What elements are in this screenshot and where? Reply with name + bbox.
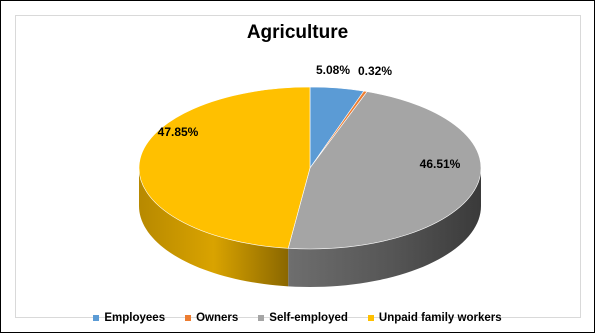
data-label-employees: 5.08% [316, 63, 350, 77]
chart-title: Agriculture [246, 22, 349, 43]
legend-swatch [185, 315, 192, 321]
legend-swatch [258, 315, 265, 321]
legend-label: Unpaid family workers [378, 312, 502, 324]
pie-side-unpaid-family-workers [139, 168, 289, 287]
data-label-owners: 0.32% [358, 64, 392, 78]
data-label-self-employed: 46.51% [420, 157, 461, 171]
legend-label: Employees [104, 312, 166, 324]
legend-label: Owners [196, 312, 239, 324]
legend-swatch [93, 315, 100, 321]
legend-item-employees: Employees [93, 312, 165, 324]
data-label-unpaid-family-workers: 47.85% [158, 125, 199, 139]
pie-slice-self-employed [287, 91, 482, 250]
pie-side-self-employed [288, 168, 481, 287]
legend-item-owners: Owners [185, 312, 238, 324]
legend-item-self-employed: Self-employed [258, 312, 348, 324]
legend-swatch [367, 315, 374, 321]
legend-item-unpaid-family-workers: Unpaid family workers [367, 312, 502, 324]
legend-label: Self-employed [269, 312, 348, 324]
pie-slice-unpaid-family-workers [138, 86, 311, 249]
chart-legend: Employees Owners Self-employed Unpaid famil… [0, 312, 595, 324]
